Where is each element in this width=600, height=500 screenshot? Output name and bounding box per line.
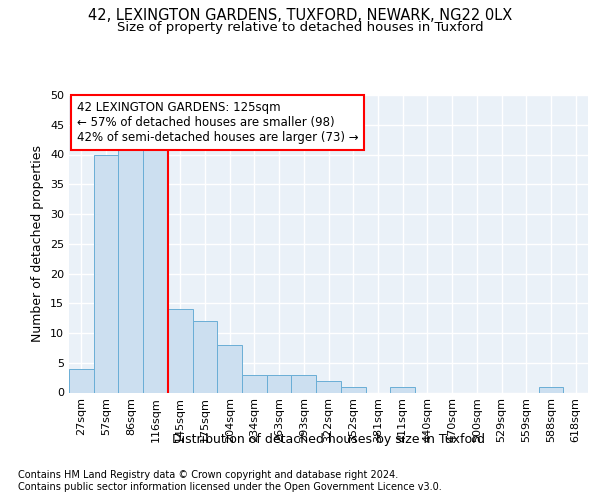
Bar (217, 345, 242, 393)
Bar (242, 374, 267, 392)
Bar (69, 368, 94, 392)
Y-axis label: Number of detached properties: Number of detached properties (31, 145, 44, 342)
Text: Distribution of detached houses by size in Tuxford: Distribution of detached houses by size … (172, 432, 485, 446)
Bar (539, 386, 563, 392)
Bar (292, 374, 316, 392)
Bar (390, 386, 415, 392)
Bar (143, 142, 168, 392)
Bar (341, 386, 365, 392)
Bar (168, 309, 193, 392)
Bar (267, 374, 292, 392)
Text: Size of property relative to detached houses in Tuxford: Size of property relative to detached ho… (116, 21, 484, 34)
Bar (118, 142, 143, 392)
Text: Contains HM Land Registry data © Crown copyright and database right 2024.
Contai: Contains HM Land Registry data © Crown c… (18, 470, 442, 492)
Bar (193, 321, 217, 392)
Text: 42, LEXINGTON GARDENS, TUXFORD, NEWARK, NG22 0LX: 42, LEXINGTON GARDENS, TUXFORD, NEWARK, … (88, 8, 512, 22)
Text: 42 LEXINGTON GARDENS: 125sqm
← 57% of detached houses are smaller (98)
42% of se: 42 LEXINGTON GARDENS: 125sqm ← 57% of de… (77, 101, 358, 144)
Bar (94, 154, 118, 392)
Bar (316, 380, 341, 392)
